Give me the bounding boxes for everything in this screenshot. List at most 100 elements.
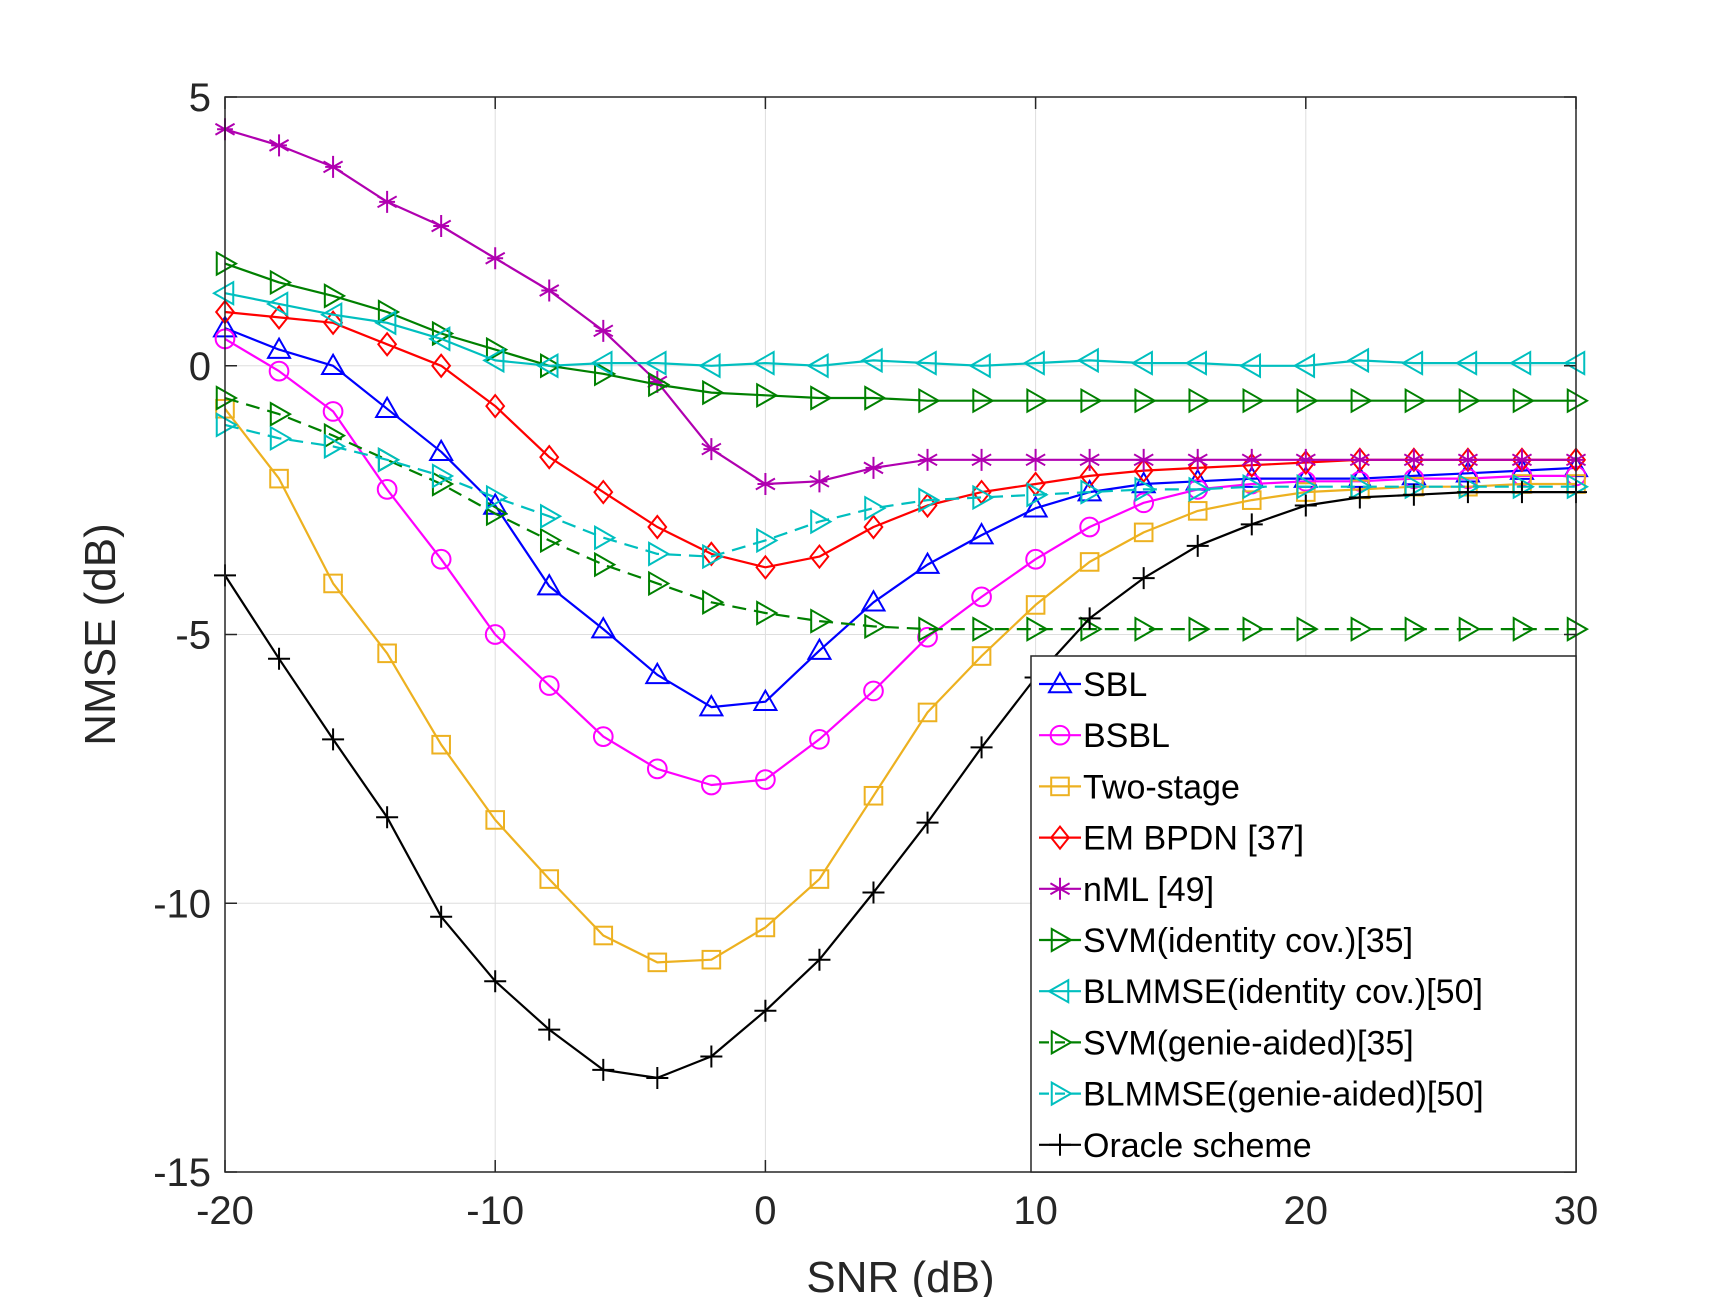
data-point (646, 1066, 669, 1089)
data-point (647, 514, 668, 540)
data-point (971, 448, 992, 471)
series-blmmse-genie-aided-50 (215, 412, 1590, 570)
data-point (1562, 350, 1586, 376)
legend-entry: BLMMSE(identity cov.)[50] (1039, 973, 1483, 1011)
data-point (862, 881, 885, 904)
data-point (1349, 448, 1370, 471)
legend-entry: BLMMSE(genie-aided)[50] (1039, 1076, 1484, 1114)
legend-box (1030, 655, 1577, 1173)
data-point (1025, 448, 1046, 471)
legend-label: BLMMSE(identity cov.)[50] (1083, 973, 1483, 1011)
data-point (593, 925, 614, 946)
data-point (485, 336, 509, 363)
legend: SBL BSBL Two-stage EM BPDN [37] nML [49] SVM(… (1030, 655, 1577, 1173)
data-point (594, 361, 617, 387)
data-point (644, 350, 667, 376)
data-point (1025, 548, 1046, 570)
legend-marker (1049, 824, 1071, 851)
data-point (1076, 479, 1103, 502)
data-point (648, 541, 671, 567)
data-point (268, 360, 290, 382)
data-point (1184, 350, 1207, 376)
data-point (377, 331, 398, 357)
data-point (539, 527, 563, 554)
legend-marker (1049, 1133, 1071, 1156)
legend-entry: EM BPDN [37] (1039, 820, 1304, 858)
data-point (1242, 473, 1265, 500)
legend-label: BLMMSE(genie-aided)[50] (1083, 1076, 1484, 1114)
data-point (1458, 387, 1481, 414)
data-point (1510, 481, 1533, 504)
data-point (917, 492, 938, 519)
data-point (590, 350, 613, 376)
data-point (646, 758, 668, 780)
data-point (1402, 483, 1425, 506)
data-point (702, 589, 725, 615)
data-point (806, 637, 833, 660)
y-tick-label: 0 (189, 345, 211, 389)
y-tick-label: 5 (189, 76, 211, 120)
data-point (1186, 534, 1209, 557)
data-point (1188, 387, 1211, 414)
data-point (428, 438, 454, 461)
data-point (1294, 494, 1317, 517)
data-point (971, 586, 992, 608)
data-point (864, 613, 887, 640)
data-point (538, 1018, 561, 1041)
data-point (485, 500, 509, 527)
data-point (810, 385, 833, 411)
data-point (755, 917, 776, 938)
data-point (484, 624, 506, 645)
data-point (592, 726, 614, 747)
data-point (755, 769, 776, 790)
data-point (1187, 501, 1208, 521)
data-point (1458, 616, 1481, 642)
data-point (701, 438, 722, 461)
data-point (1350, 616, 1373, 642)
data-point (1348, 486, 1371, 509)
data-point (323, 573, 343, 594)
data-point (320, 301, 343, 328)
data-point (917, 702, 938, 723)
data-point (648, 570, 671, 597)
data-point (430, 905, 453, 928)
data-point (376, 806, 399, 829)
data-point (809, 728, 830, 750)
data-point (1296, 616, 1319, 642)
data-point (539, 869, 560, 889)
data-point (430, 548, 452, 570)
data-point (323, 155, 344, 178)
data-point (863, 680, 884, 702)
legend-marker (1050, 776, 1070, 797)
data-point (374, 310, 397, 336)
x-tick-label: 0 (754, 1189, 776, 1233)
legend-entry: Two-stage (1039, 768, 1240, 806)
data-point (1133, 492, 1155, 514)
series-svm-genie-aided-35 (215, 385, 1590, 642)
data-point (968, 522, 995, 545)
data-point (1026, 387, 1049, 414)
data-point (860, 589, 887, 612)
data-point (1079, 448, 1100, 471)
x-tick-label: 10 (1013, 1189, 1058, 1233)
data-point (1400, 350, 1424, 376)
data-point (266, 336, 292, 359)
axis-ticks: -20 -10 0 10 20 30 5 0 -5 -10 -15 (153, 76, 1598, 1233)
data-point (323, 283, 347, 309)
data-point (485, 810, 505, 830)
data-point (702, 379, 725, 406)
y-tick-label: -5 (175, 614, 211, 658)
data-point (644, 661, 671, 685)
data-point (1133, 457, 1154, 484)
data-point (1241, 452, 1262, 478)
data-point (698, 694, 725, 717)
data-point (914, 551, 941, 574)
data-point (1079, 516, 1100, 538)
data-point (755, 473, 776, 495)
data-point (1079, 463, 1100, 489)
data-point (1346, 347, 1370, 374)
data-point (756, 382, 779, 409)
data-point (701, 541, 722, 567)
data-point (1026, 482, 1049, 508)
